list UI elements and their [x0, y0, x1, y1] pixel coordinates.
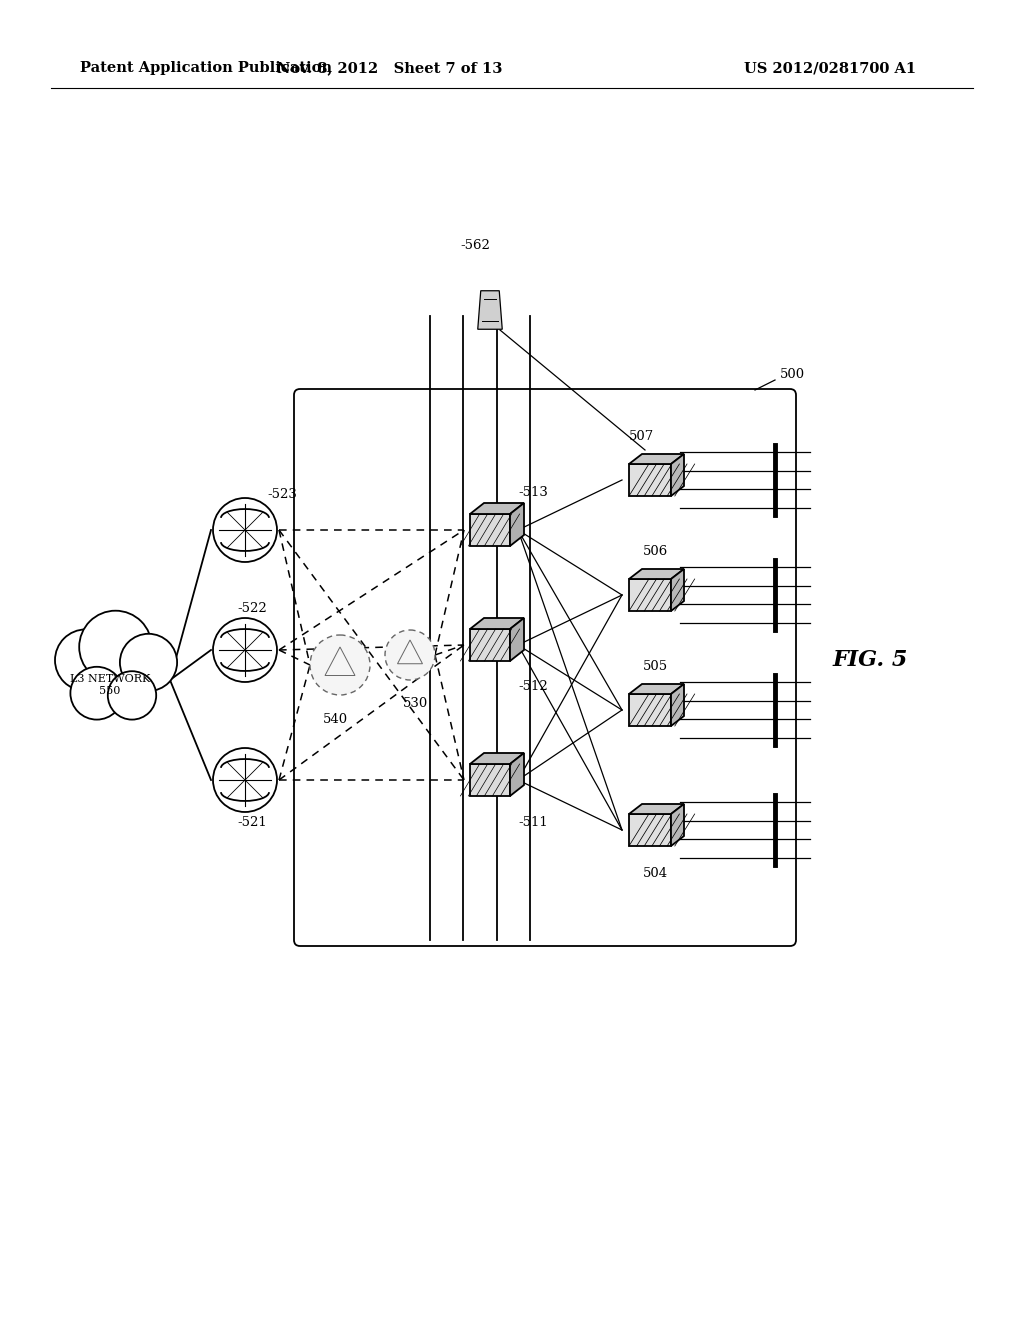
Polygon shape [629, 454, 684, 465]
Text: 505: 505 [642, 660, 668, 673]
Text: -562: -562 [460, 239, 489, 252]
Polygon shape [470, 752, 524, 764]
Circle shape [79, 611, 152, 684]
Text: -523: -523 [267, 487, 297, 500]
Text: Nov. 8, 2012   Sheet 7 of 13: Nov. 8, 2012 Sheet 7 of 13 [278, 61, 503, 75]
Text: 506: 506 [642, 545, 668, 558]
Polygon shape [671, 804, 684, 846]
Circle shape [120, 634, 177, 690]
Text: Patent Application Publication: Patent Application Publication [80, 61, 332, 75]
Circle shape [385, 630, 435, 680]
Text: -512: -512 [518, 681, 548, 693]
Polygon shape [671, 684, 684, 726]
Polygon shape [629, 579, 671, 611]
Text: US 2012/0281700 A1: US 2012/0281700 A1 [744, 61, 916, 75]
Polygon shape [510, 503, 524, 546]
Circle shape [213, 618, 278, 682]
Polygon shape [629, 569, 684, 579]
Polygon shape [629, 684, 684, 694]
Polygon shape [629, 814, 671, 846]
Polygon shape [470, 503, 524, 513]
Text: -521: -521 [237, 816, 266, 829]
Polygon shape [470, 630, 510, 661]
Polygon shape [629, 465, 671, 496]
Polygon shape [470, 764, 510, 796]
Polygon shape [478, 290, 502, 329]
Polygon shape [671, 454, 684, 496]
Text: 540: 540 [323, 713, 347, 726]
Text: 507: 507 [630, 430, 654, 444]
Text: 530: 530 [402, 697, 428, 710]
Circle shape [213, 748, 278, 812]
Polygon shape [510, 752, 524, 796]
Text: -513: -513 [518, 486, 548, 499]
Polygon shape [629, 804, 684, 814]
Circle shape [310, 635, 370, 696]
Text: 504: 504 [642, 867, 668, 880]
Circle shape [213, 498, 278, 562]
Polygon shape [629, 694, 671, 726]
Text: -522: -522 [237, 602, 266, 615]
Polygon shape [470, 513, 510, 546]
Text: FIG. 5: FIG. 5 [833, 649, 907, 671]
Circle shape [55, 630, 117, 690]
Polygon shape [510, 618, 524, 661]
Circle shape [108, 671, 157, 719]
Text: L3 NETWORK
550: L3 NETWORK 550 [70, 675, 151, 696]
Circle shape [71, 667, 123, 719]
Text: 500: 500 [780, 368, 805, 381]
Polygon shape [671, 569, 684, 611]
Text: -511: -511 [518, 816, 548, 829]
Polygon shape [470, 618, 524, 630]
